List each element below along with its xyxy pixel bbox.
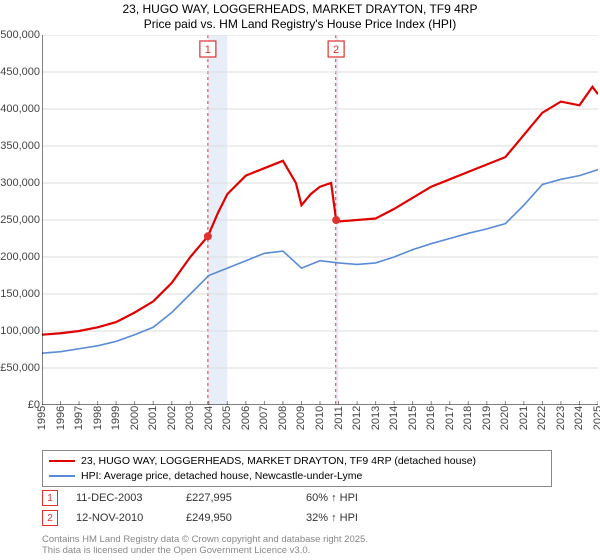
x-tick-label: 2023 <box>555 406 567 430</box>
y-tick-label: £150,000 <box>0 288 40 300</box>
x-tick-label: 2019 <box>481 406 493 430</box>
x-tick-label: 1995 <box>36 406 48 430</box>
legend-label: 23, HUGO WAY, LOGGERHEADS, MARKET DRAYTO… <box>81 454 476 469</box>
y-axis-labels: £0£50,000£100,000£150,000£200,000£250,00… <box>0 35 42 405</box>
x-tick-label: 2000 <box>129 406 141 430</box>
chart-title-line2: Price paid vs. HM Land Registry's House … <box>0 17 600 31</box>
x-tick-label: 2022 <box>536 406 548 430</box>
sale-pct: 32% ↑ HPI <box>306 512 426 524</box>
y-tick-label: £200,000 <box>0 251 40 263</box>
legend-item: 23, HUGO WAY, LOGGERHEADS, MARKET DRAYTO… <box>49 454 545 469</box>
x-tick-label: 2020 <box>499 406 511 430</box>
legend-swatch <box>49 460 75 462</box>
svg-text:2: 2 <box>333 44 339 56</box>
x-tick-label: 1997 <box>73 406 85 430</box>
chart-svg: 12 <box>42 35 598 405</box>
legend-item: HPI: Average price, detached house, Newc… <box>49 469 545 484</box>
x-tick-label: 2015 <box>407 406 419 430</box>
x-axis-labels: 1995199619971998199920002001200220032004… <box>42 408 598 448</box>
x-tick-label: 2007 <box>258 406 270 430</box>
sale-record: 1 11-DEC-2003 £227,995 60% ↑ HPI <box>42 490 552 506</box>
x-tick-label: 2010 <box>314 406 326 430</box>
x-tick-label: 2017 <box>444 406 456 430</box>
x-tick-label: 2002 <box>166 406 178 430</box>
x-tick-label: 2012 <box>351 406 363 430</box>
y-tick-label: £50,000 <box>0 362 40 374</box>
sale-marker-icon: 2 <box>42 510 58 526</box>
x-tick-label: 2005 <box>221 406 233 430</box>
chart-title-line1: 23, HUGO WAY, LOGGERHEADS, MARKET DRAYTO… <box>0 2 600 16</box>
svg-text:1: 1 <box>205 44 211 56</box>
x-tick-label: 2024 <box>573 406 585 430</box>
x-tick-label: 2021 <box>518 406 530 430</box>
sale-marker-icon: 1 <box>42 490 58 506</box>
sale-date: 11-DEC-2003 <box>76 492 186 504</box>
attribution: Contains HM Land Registry data © Crown c… <box>42 534 368 557</box>
y-tick-label: £350,000 <box>0 140 40 152</box>
legend: 23, HUGO WAY, LOGGERHEADS, MARKET DRAYTO… <box>42 450 552 487</box>
x-tick-label: 2013 <box>370 406 382 430</box>
y-tick-label: £400,000 <box>0 103 40 115</box>
x-tick-label: 2009 <box>295 406 307 430</box>
x-tick-label: 1998 <box>92 406 104 430</box>
x-tick-label: 2011 <box>333 406 345 430</box>
chart-plot-area: 12 <box>42 35 598 415</box>
x-tick-label: 2014 <box>388 406 400 430</box>
x-tick-label: 2004 <box>203 406 215 430</box>
x-tick-label: 2025 <box>592 406 600 430</box>
y-tick-label: £500,000 <box>0 29 40 41</box>
x-tick-label: 2008 <box>277 406 289 430</box>
x-tick-label: 2003 <box>184 406 196 430</box>
x-tick-label: 1996 <box>55 406 67 430</box>
attribution-line: This data is licensed under the Open Gov… <box>42 545 368 556</box>
x-tick-label: 1999 <box>110 406 122 430</box>
y-tick-label: £450,000 <box>0 66 40 78</box>
sale-price: £249,950 <box>186 512 306 524</box>
x-tick-label: 2006 <box>240 406 252 430</box>
sale-record: 2 12-NOV-2010 £249,950 32% ↑ HPI <box>42 510 552 526</box>
sale-price: £227,995 <box>186 492 306 504</box>
legend-label: HPI: Average price, detached house, Newc… <box>81 469 362 484</box>
x-tick-label: 2001 <box>147 406 159 430</box>
legend-swatch <box>49 475 75 477</box>
x-tick-label: 2016 <box>425 406 437 430</box>
sale-date: 12-NOV-2010 <box>76 512 186 524</box>
x-tick-label: 2018 <box>462 406 474 430</box>
sale-pct: 60% ↑ HPI <box>306 492 426 504</box>
y-tick-label: £250,000 <box>0 214 40 226</box>
y-tick-label: £300,000 <box>0 177 40 189</box>
y-tick-label: £100,000 <box>0 325 40 337</box>
attribution-line: Contains HM Land Registry data © Crown c… <box>42 534 368 545</box>
